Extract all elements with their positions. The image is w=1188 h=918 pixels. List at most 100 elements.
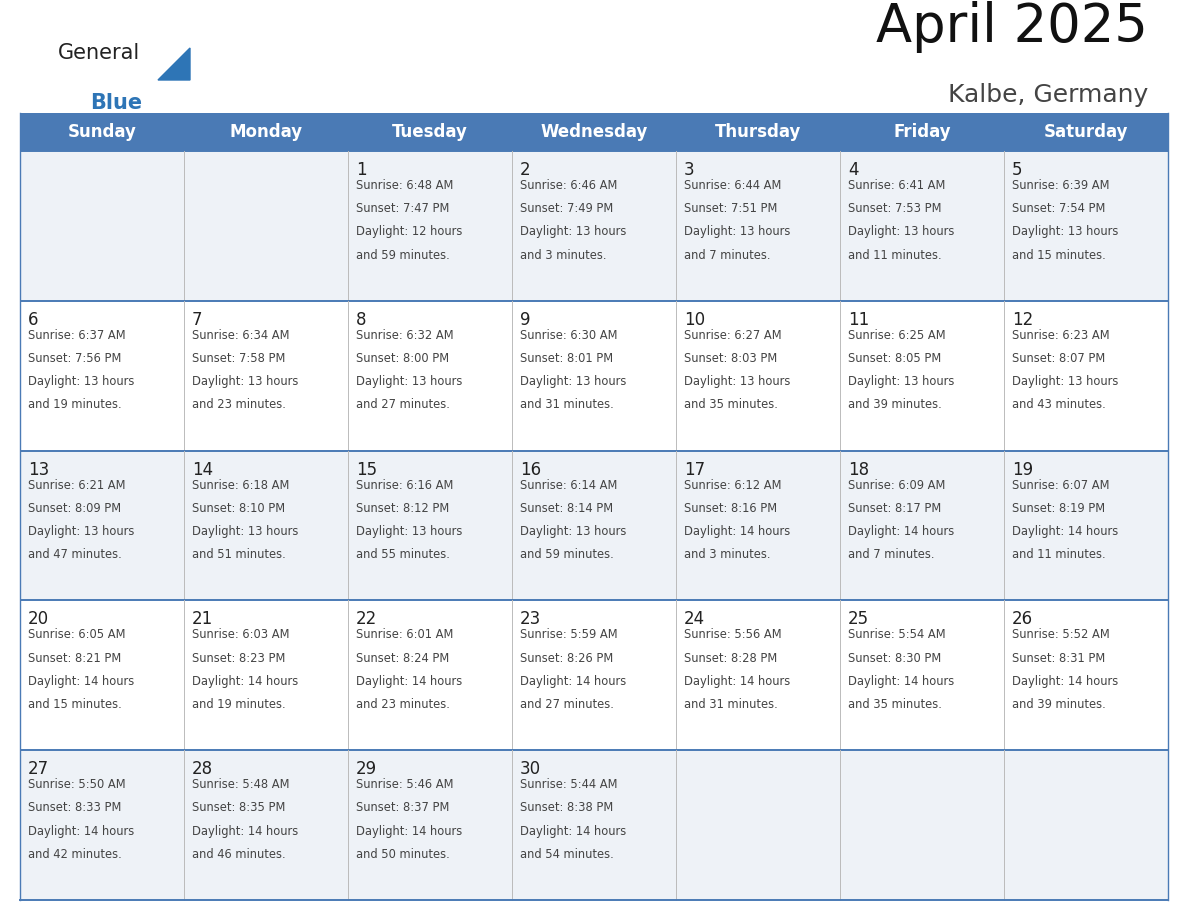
Text: Sunrise: 6:25 AM: Sunrise: 6:25 AM — [848, 329, 946, 341]
Text: 30: 30 — [520, 760, 541, 778]
Text: Sunset: 8:38 PM: Sunset: 8:38 PM — [520, 801, 613, 814]
Text: 6: 6 — [29, 311, 38, 329]
Text: and 39 minutes.: and 39 minutes. — [848, 398, 942, 411]
Text: 15: 15 — [356, 461, 377, 478]
Text: Blue: Blue — [90, 93, 143, 113]
Text: 24: 24 — [684, 610, 706, 629]
Text: Daylight: 13 hours: Daylight: 13 hours — [684, 375, 790, 388]
Text: 27: 27 — [29, 760, 49, 778]
Text: 16: 16 — [520, 461, 541, 478]
Text: Sunset: 7:49 PM: Sunset: 7:49 PM — [520, 202, 613, 215]
Text: and 3 minutes.: and 3 minutes. — [684, 548, 771, 561]
Text: Daylight: 14 hours: Daylight: 14 hours — [192, 675, 298, 688]
Text: and 51 minutes.: and 51 minutes. — [192, 548, 286, 561]
Text: Sunrise: 6:41 AM: Sunrise: 6:41 AM — [848, 179, 946, 192]
Text: Daylight: 14 hours: Daylight: 14 hours — [1012, 525, 1118, 538]
Text: Sunset: 8:28 PM: Sunset: 8:28 PM — [684, 652, 777, 665]
Text: Daylight: 13 hours: Daylight: 13 hours — [848, 226, 954, 239]
Text: and 11 minutes.: and 11 minutes. — [848, 249, 942, 262]
Text: Sunset: 8:00 PM: Sunset: 8:00 PM — [356, 352, 449, 365]
Text: and 59 minutes.: and 59 minutes. — [356, 249, 450, 262]
Text: and 23 minutes.: and 23 minutes. — [356, 698, 450, 711]
Text: and 54 minutes.: and 54 minutes. — [520, 848, 614, 861]
Text: Sunset: 7:51 PM: Sunset: 7:51 PM — [684, 202, 777, 215]
Text: and 42 minutes.: and 42 minutes. — [29, 848, 121, 861]
Text: Sunrise: 6:34 AM: Sunrise: 6:34 AM — [192, 329, 290, 341]
Text: and 39 minutes.: and 39 minutes. — [1012, 698, 1106, 711]
Text: Sunrise: 5:54 AM: Sunrise: 5:54 AM — [848, 629, 946, 642]
Text: Sunrise: 6:07 AM: Sunrise: 6:07 AM — [1012, 478, 1110, 492]
Text: 18: 18 — [848, 461, 870, 478]
Text: Sunset: 8:12 PM: Sunset: 8:12 PM — [356, 502, 449, 515]
Text: Sunset: 8:21 PM: Sunset: 8:21 PM — [29, 652, 121, 665]
Text: Sunrise: 6:23 AM: Sunrise: 6:23 AM — [1012, 329, 1110, 341]
Text: Sunset: 7:54 PM: Sunset: 7:54 PM — [1012, 202, 1105, 215]
Text: Daylight: 13 hours: Daylight: 13 hours — [848, 375, 954, 388]
Text: Daylight: 13 hours: Daylight: 13 hours — [192, 375, 298, 388]
Text: Daylight: 14 hours: Daylight: 14 hours — [356, 824, 462, 837]
Text: Daylight: 14 hours: Daylight: 14 hours — [192, 824, 298, 837]
Text: and 47 minutes.: and 47 minutes. — [29, 548, 121, 561]
Text: Daylight: 13 hours: Daylight: 13 hours — [29, 525, 134, 538]
Text: 25: 25 — [848, 610, 870, 629]
Text: and 31 minutes.: and 31 minutes. — [684, 698, 778, 711]
Text: Sunset: 8:07 PM: Sunset: 8:07 PM — [1012, 352, 1105, 365]
Text: Sunset: 8:19 PM: Sunset: 8:19 PM — [1012, 502, 1105, 515]
Text: 10: 10 — [684, 311, 706, 329]
Text: and 35 minutes.: and 35 minutes. — [848, 698, 942, 711]
Text: 22: 22 — [356, 610, 378, 629]
Text: 4: 4 — [848, 161, 859, 179]
Text: 29: 29 — [356, 760, 377, 778]
Text: Daylight: 13 hours: Daylight: 13 hours — [520, 525, 626, 538]
Text: Wednesday: Wednesday — [541, 123, 647, 141]
Bar — [20, 113, 1168, 151]
Text: Sunrise: 6:01 AM: Sunrise: 6:01 AM — [356, 629, 454, 642]
Text: Daylight: 13 hours: Daylight: 13 hours — [356, 375, 462, 388]
Text: Sunrise: 5:50 AM: Sunrise: 5:50 AM — [29, 778, 126, 791]
Text: Sunset: 8:16 PM: Sunset: 8:16 PM — [684, 502, 777, 515]
Text: 8: 8 — [356, 311, 367, 329]
Text: Sunset: 7:56 PM: Sunset: 7:56 PM — [29, 352, 121, 365]
Text: Sunrise: 6:05 AM: Sunrise: 6:05 AM — [29, 629, 126, 642]
Text: and 7 minutes.: and 7 minutes. — [848, 548, 935, 561]
Text: Daylight: 14 hours: Daylight: 14 hours — [684, 675, 790, 688]
Text: Friday: Friday — [893, 123, 950, 141]
Text: Sunrise: 5:44 AM: Sunrise: 5:44 AM — [520, 778, 618, 791]
Text: Sunrise: 5:48 AM: Sunrise: 5:48 AM — [192, 778, 290, 791]
Text: Sunrise: 6:27 AM: Sunrise: 6:27 AM — [684, 329, 782, 341]
Text: Daylight: 13 hours: Daylight: 13 hours — [684, 226, 790, 239]
Text: Sunset: 8:17 PM: Sunset: 8:17 PM — [848, 502, 941, 515]
Text: and 43 minutes.: and 43 minutes. — [1012, 398, 1106, 411]
Text: 12: 12 — [1012, 311, 1034, 329]
Text: 7: 7 — [192, 311, 202, 329]
Text: and 15 minutes.: and 15 minutes. — [29, 698, 121, 711]
Bar — [20, 600, 1168, 750]
Text: and 7 minutes.: and 7 minutes. — [684, 249, 771, 262]
Text: and 55 minutes.: and 55 minutes. — [356, 548, 450, 561]
Text: Sunset: 7:58 PM: Sunset: 7:58 PM — [192, 352, 285, 365]
Text: 17: 17 — [684, 461, 706, 478]
Text: Sunrise: 6:03 AM: Sunrise: 6:03 AM — [192, 629, 290, 642]
Text: 23: 23 — [520, 610, 542, 629]
Text: 13: 13 — [29, 461, 49, 478]
Text: Sunset: 8:14 PM: Sunset: 8:14 PM — [520, 502, 613, 515]
Text: Sunset: 8:26 PM: Sunset: 8:26 PM — [520, 652, 613, 665]
Text: and 19 minutes.: and 19 minutes. — [192, 698, 285, 711]
Text: Daylight: 13 hours: Daylight: 13 hours — [1012, 375, 1118, 388]
Bar — [20, 301, 1168, 451]
Text: Sunrise: 6:46 AM: Sunrise: 6:46 AM — [520, 179, 618, 192]
Text: 21: 21 — [192, 610, 214, 629]
Text: Daylight: 14 hours: Daylight: 14 hours — [520, 824, 626, 837]
Text: Daylight: 14 hours: Daylight: 14 hours — [848, 525, 954, 538]
Text: and 50 minutes.: and 50 minutes. — [356, 848, 450, 861]
Text: Daylight: 13 hours: Daylight: 13 hours — [356, 525, 462, 538]
Text: Sunset: 8:05 PM: Sunset: 8:05 PM — [848, 352, 941, 365]
Text: Daylight: 13 hours: Daylight: 13 hours — [520, 375, 626, 388]
Text: Sunset: 7:53 PM: Sunset: 7:53 PM — [848, 202, 942, 215]
Text: Daylight: 13 hours: Daylight: 13 hours — [520, 226, 626, 239]
Text: 20: 20 — [29, 610, 49, 629]
Text: Sunset: 8:09 PM: Sunset: 8:09 PM — [29, 502, 121, 515]
Text: Sunset: 8:37 PM: Sunset: 8:37 PM — [356, 801, 449, 814]
Text: and 59 minutes.: and 59 minutes. — [520, 548, 614, 561]
Text: Sunrise: 5:46 AM: Sunrise: 5:46 AM — [356, 778, 454, 791]
